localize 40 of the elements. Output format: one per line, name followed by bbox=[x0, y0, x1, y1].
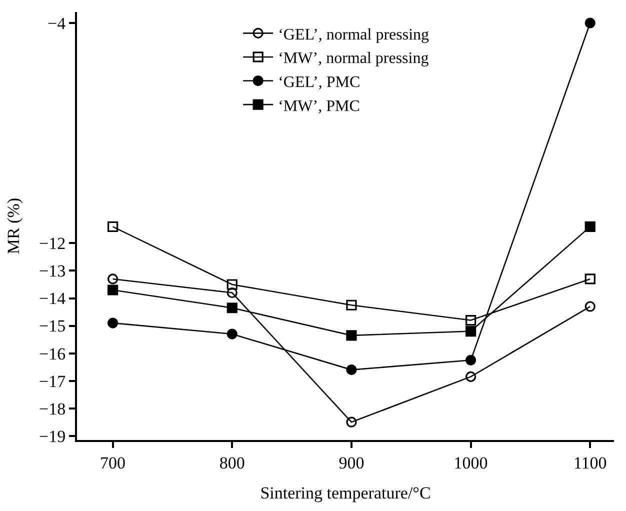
y-tick-label: −18 bbox=[39, 399, 66, 418]
x-axis-title: Sintering temperature/°C bbox=[260, 483, 431, 502]
y-tick-label: −16 bbox=[39, 344, 66, 364]
point bbox=[108, 274, 118, 284]
y-tick-label: −14 bbox=[39, 289, 66, 308]
y-tick-label: −19 bbox=[39, 426, 66, 446]
y-tick-label: −17 bbox=[39, 372, 66, 391]
x-tick-label: 800 bbox=[219, 453, 245, 472]
point bbox=[466, 371, 476, 382]
legend-label: ‘GEL’, PMC bbox=[278, 74, 360, 92]
point bbox=[466, 314, 476, 326]
point bbox=[226, 279, 238, 290]
x-tick-label: 1100 bbox=[573, 453, 607, 472]
point bbox=[226, 287, 238, 298]
point bbox=[584, 274, 596, 284]
point bbox=[584, 221, 596, 232]
x-tick-label: 900 bbox=[338, 453, 364, 472]
x-tick-label: 1000 bbox=[454, 453, 488, 472]
point bbox=[346, 330, 357, 341]
point bbox=[466, 326, 476, 337]
point bbox=[584, 301, 596, 312]
legend-label: ‘MW’, PMC bbox=[278, 98, 360, 115]
y-tick-label: −4 bbox=[48, 14, 66, 33]
point bbox=[108, 221, 118, 232]
point bbox=[584, 18, 596, 28]
legend-label: ‘MW’, normal pressing bbox=[278, 50, 429, 68]
point bbox=[346, 416, 357, 428]
point bbox=[108, 318, 118, 328]
point bbox=[226, 302, 238, 314]
legend-label: ‘GEL’, normal pressing bbox=[278, 26, 430, 44]
y-tick-label: −15 bbox=[39, 316, 66, 336]
point bbox=[466, 354, 476, 366]
point bbox=[108, 284, 118, 296]
y-tick-label: −13 bbox=[39, 262, 66, 281]
y-tick-label: −12 bbox=[39, 234, 66, 254]
y-axis-title: MR (%) bbox=[4, 198, 24, 254]
x-tick-label: 700 bbox=[100, 453, 126, 472]
point bbox=[226, 328, 238, 340]
point bbox=[346, 364, 357, 376]
point bbox=[346, 300, 357, 310]
